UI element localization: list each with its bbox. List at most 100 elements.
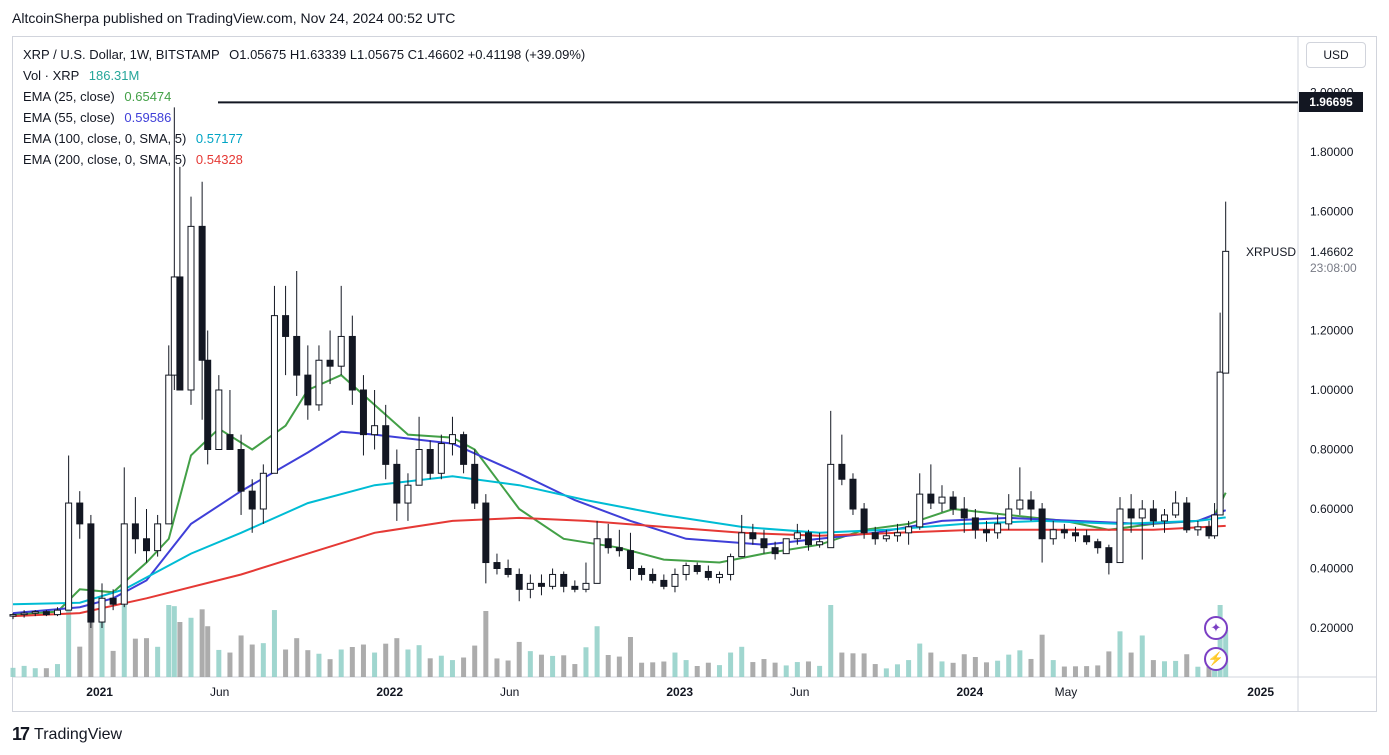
volume-bar (1161, 661, 1167, 677)
candle-body (382, 425, 390, 465)
brand-name[interactable]: TradingView (34, 725, 123, 743)
candle-body (131, 523, 139, 540)
candle-body (176, 276, 184, 391)
price-tick-label: 1.80000 (1310, 145, 1354, 159)
volume-bar (1061, 666, 1067, 677)
volume-bar (516, 641, 522, 677)
volume-bar (817, 665, 823, 677)
volume-bar (661, 661, 667, 677)
candle-body (371, 425, 379, 436)
candle-body (248, 490, 256, 510)
legend-ema55-row: EMA (55, close) 0.59586 (23, 107, 585, 128)
price-tick-label: 0.40000 (1310, 562, 1354, 576)
volume-bar (483, 611, 489, 677)
candle-body (165, 374, 173, 525)
volume-bar (349, 647, 355, 677)
volume-bar (995, 660, 1001, 677)
volume-bar (961, 654, 967, 677)
candle-body (1071, 532, 1079, 537)
lightning-icon[interactable]: ⚡ (1204, 647, 1228, 671)
candle-body (804, 532, 812, 546)
volume-bar (494, 658, 500, 677)
volume-bar (188, 617, 194, 677)
candle-body (916, 493, 924, 528)
candle-body (1027, 499, 1035, 510)
candle-body (994, 523, 1002, 534)
volume-bar (906, 660, 912, 677)
volume-bar (1017, 650, 1023, 677)
candle-body (226, 434, 234, 450)
volume-bar (55, 664, 61, 677)
publisher-line: AltcoinSherpa published on TradingView.c… (12, 10, 456, 26)
candle-body (1183, 502, 1191, 531)
candle-body (76, 502, 84, 525)
volume-bar (1206, 664, 1212, 677)
volume-bar (505, 660, 511, 677)
volume-bar (394, 638, 400, 677)
candle-body (1116, 508, 1124, 564)
candle-body (1049, 529, 1057, 540)
volume-bar (227, 652, 233, 677)
volume-bar (1095, 665, 1101, 677)
time-tick-label: Jun (790, 685, 809, 699)
candle-body (504, 568, 512, 575)
candle-body (54, 609, 62, 616)
candle-body (727, 556, 735, 575)
volume-bar (405, 649, 411, 677)
volume-bar (1084, 666, 1090, 677)
volume-bar (271, 610, 277, 677)
candle-body (1038, 508, 1046, 540)
candle-body (626, 550, 634, 570)
time-tick-label: May (1055, 685, 1078, 699)
volume-bar (77, 646, 83, 677)
candle-body (715, 573, 723, 578)
candle-body (98, 597, 106, 623)
candle-body (515, 573, 523, 590)
volume-bar (872, 664, 878, 677)
candle-body (1016, 499, 1024, 510)
chart-legend: XRP / U.S. Dollar, 1W, BITSTAMP O1.05675… (23, 44, 585, 170)
volume-bar (416, 645, 422, 677)
candle-body (827, 463, 835, 549)
bar-countdown: 23:08:00 (1310, 261, 1357, 275)
legend-ema25-label: EMA (25, close) (23, 89, 115, 104)
volume-bar (672, 652, 678, 677)
candle-body (1127, 508, 1135, 519)
time-tick-label: 2022 (376, 685, 403, 699)
candle-body (615, 547, 623, 552)
candle-body (604, 538, 612, 549)
tradingview-logo-icon[interactable]: 17 (12, 724, 30, 744)
candle-body (337, 335, 345, 367)
volume-bar (572, 664, 578, 677)
volume-bar (917, 643, 923, 677)
volume-bar (728, 652, 734, 677)
volume-bar (950, 662, 956, 677)
volume-bar (238, 635, 244, 677)
volume-bar (305, 650, 311, 677)
volume-bar (1173, 660, 1179, 677)
candle-body (738, 532, 746, 558)
volume-bar (449, 660, 455, 677)
footer: 17 TradingView (12, 724, 122, 745)
price-tick-label: 1.20000 (1310, 324, 1354, 338)
volume-bar (427, 658, 433, 677)
candle-body (793, 532, 801, 540)
candle-body (1138, 508, 1146, 519)
currency-button[interactable]: USD (1306, 42, 1366, 68)
candle-body (482, 502, 490, 564)
volume-bar (561, 655, 567, 677)
volume-bar (594, 626, 600, 677)
volume-bar (66, 605, 72, 677)
candle-body (187, 225, 195, 391)
volume-bar (327, 659, 333, 677)
candle-body (237, 449, 245, 492)
volume-bar (166, 605, 172, 677)
volume-bar (716, 665, 722, 677)
candle-body (771, 547, 779, 555)
last-price-label: 1.46602 (1310, 245, 1354, 259)
volume-bar (283, 649, 289, 677)
sparkle-icon[interactable]: ✦ (1204, 616, 1228, 640)
candle-body (682, 565, 690, 575)
candle-body (1094, 541, 1102, 549)
